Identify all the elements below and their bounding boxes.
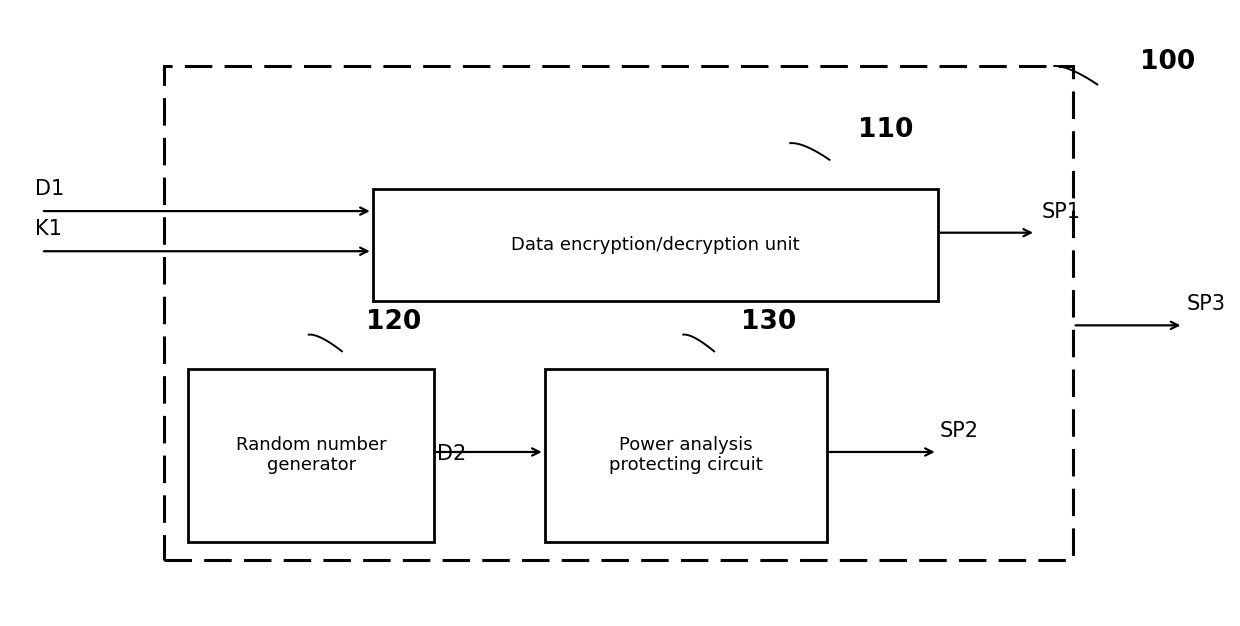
Bar [188,369,434,541]
Bar [164,66,1073,560]
Text: 130: 130 [742,309,796,335]
Bar [544,369,827,541]
Text: Data encryption/decryption unit: Data encryption/decryption unit [511,236,800,254]
Text: 100: 100 [1141,49,1195,75]
Text: SP1: SP1 [1042,202,1081,222]
Text: Random number
generator: Random number generator [236,436,387,475]
Text: SP2: SP2 [940,421,980,441]
Text: K1: K1 [35,219,62,239]
Text: D1: D1 [35,179,64,198]
Bar [373,190,937,300]
Text: SP3: SP3 [1187,294,1226,314]
Text: 110: 110 [858,117,913,143]
Text: D2: D2 [436,444,466,464]
Text: 120: 120 [367,309,422,335]
Text: Power analysis
protecting circuit: Power analysis protecting circuit [609,436,763,475]
